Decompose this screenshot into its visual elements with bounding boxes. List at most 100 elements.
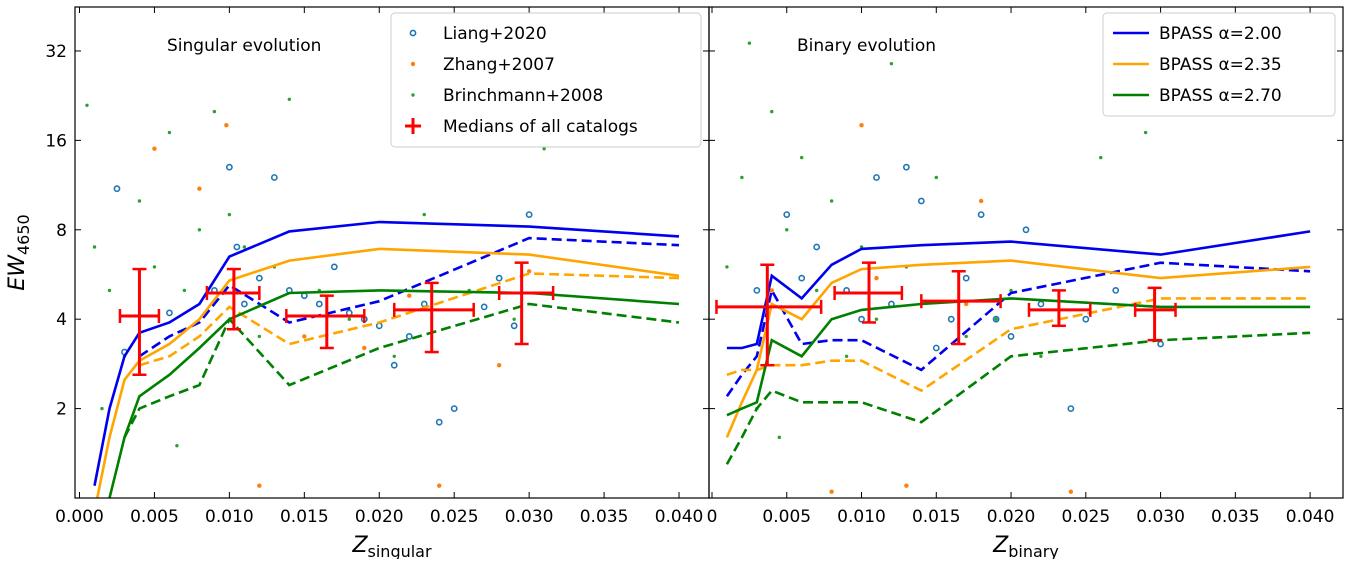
data-point (197, 186, 202, 191)
data-point (859, 122, 864, 128)
data-point (783, 211, 791, 218)
data-point (947, 315, 955, 323)
data-point (287, 97, 292, 102)
data-point (302, 334, 307, 339)
plot-area (715, 41, 1311, 494)
data-point (1099, 155, 1103, 160)
data-point (542, 147, 546, 151)
legend-label: BPASS α=2.70 (1159, 86, 1282, 106)
x-tick-label: 0.005 (130, 507, 179, 527)
data-point (747, 41, 752, 45)
data-point (225, 163, 233, 171)
data-point (964, 334, 968, 339)
data-point (769, 288, 775, 293)
annotation: Binary evolution (797, 36, 936, 56)
x-tick-label: 0.040 (655, 507, 704, 527)
axes-frame (708, 6, 1344, 499)
data-point (315, 300, 323, 308)
legend-label: BPASS α=2.00 (1159, 24, 1282, 44)
legend-label: BPASS α=2.35 (1159, 55, 1282, 75)
data-point (107, 288, 112, 293)
data-point (740, 175, 744, 180)
data-point (858, 315, 865, 323)
data-point (257, 483, 262, 488)
x-tick-label: 0.030 (505, 507, 554, 527)
data-point (362, 345, 367, 351)
model-line (108, 289, 680, 498)
x-tick-label: 0.010 (837, 507, 886, 527)
model-line (725, 261, 1311, 398)
data-point (137, 199, 142, 203)
y-tick-label: 32 (45, 42, 67, 62)
model-line (139, 272, 680, 367)
data-point (510, 322, 518, 330)
data-point (962, 274, 970, 282)
data-point (785, 228, 789, 232)
data-point (1112, 287, 1120, 294)
data-point (725, 265, 729, 269)
data-point (902, 163, 910, 171)
data-point (978, 198, 984, 204)
data-point (770, 109, 774, 114)
data-point (844, 354, 849, 358)
data-point (152, 146, 157, 151)
x-axis-label: Zbinary (992, 533, 1059, 559)
data-point (212, 109, 217, 114)
data-point (1022, 226, 1030, 234)
plot-area (85, 97, 680, 498)
data-point (1067, 405, 1075, 412)
y-axis-label-sub: 4650 (14, 214, 33, 255)
x-tick-label: 0.030 (1136, 507, 1185, 527)
data-point (1082, 315, 1090, 323)
data-point (495, 274, 503, 282)
model-line (138, 236, 680, 358)
y-tick-label: 2 (56, 400, 67, 420)
x-tick-label: 0.010 (205, 507, 254, 527)
x-tick-label: 0.040 (1286, 507, 1335, 527)
data-point (526, 269, 532, 274)
legend-label: Zhang+2007 (443, 55, 555, 75)
data-point (224, 122, 229, 128)
data-point (100, 406, 104, 411)
model-line (725, 331, 1311, 465)
x-tick-label: 0.025 (430, 507, 479, 527)
data-point (889, 61, 894, 66)
legend-label: Liang+2020 (443, 24, 547, 44)
data-point (873, 174, 880, 181)
x-tick-label: 0.035 (1211, 507, 1260, 527)
data-point (405, 333, 413, 340)
data-point (496, 362, 502, 368)
data-point (257, 334, 262, 339)
x-tick-label: 0.000 (55, 507, 104, 527)
data-point (917, 197, 925, 205)
data-point (1068, 489, 1074, 494)
x-axis-label-sub: singular (368, 542, 432, 559)
data-point (152, 265, 157, 269)
legend-label: Brinchmann+2008 (443, 86, 603, 106)
data-point (525, 211, 533, 218)
data-point (270, 174, 278, 181)
model-line (123, 302, 680, 438)
data-point (420, 300, 428, 308)
data-point (904, 483, 909, 488)
data-point (167, 130, 172, 135)
x-axis-label-sub: binary (1008, 542, 1059, 559)
x-tick-label: 0 (707, 507, 718, 527)
data-point (963, 301, 969, 307)
data-point (798, 274, 806, 282)
data-point (85, 103, 89, 108)
y-axis-label: EW4650 (5, 214, 33, 290)
x-axis-label: Zsingular (351, 533, 432, 559)
model-line (93, 220, 680, 486)
data-point (1037, 300, 1045, 308)
data-point (829, 199, 834, 203)
x-tick-label: 0.015 (280, 507, 329, 527)
data-point (874, 317, 879, 321)
annotation: Singular evolution (167, 36, 321, 56)
data-point (1009, 288, 1013, 293)
legend-marker (409, 29, 417, 37)
x-axis-label-main: Z (351, 533, 368, 558)
data-point (422, 212, 426, 217)
x-tick-label: 0.035 (580, 507, 629, 527)
data-point (814, 288, 819, 293)
